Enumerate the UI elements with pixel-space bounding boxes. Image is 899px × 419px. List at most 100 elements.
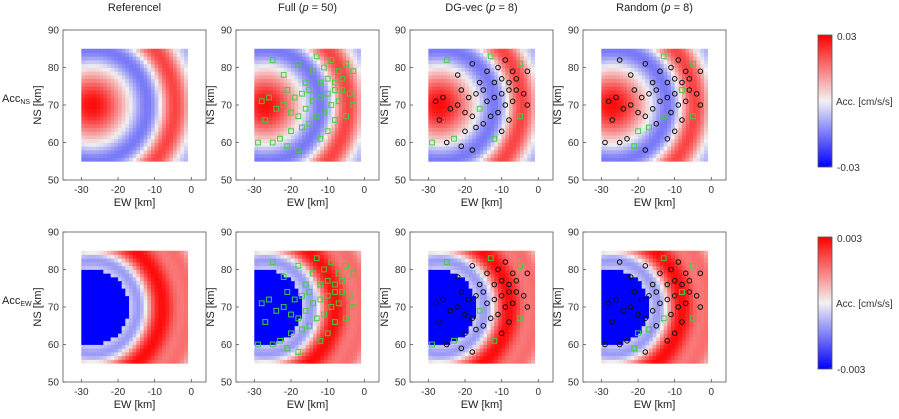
heatmap-cell — [125, 352, 130, 357]
heatmap-cell — [320, 56, 325, 61]
heatmap-cell — [107, 258, 112, 263]
heatmap-cell — [129, 303, 134, 308]
heatmap-cell — [140, 86, 145, 91]
heatmap-cell — [428, 112, 433, 117]
heatmap-cell — [461, 90, 466, 95]
heatmap-cell — [121, 348, 126, 353]
heatmap-cell — [143, 344, 148, 349]
heatmap-cell — [531, 146, 536, 151]
heatmap-cell — [674, 123, 679, 128]
heatmap-cell — [287, 310, 292, 315]
heatmap-cell — [162, 359, 167, 364]
heatmap-cell — [180, 127, 185, 132]
heatmap-cell — [428, 56, 433, 61]
heatmap-cell — [527, 135, 532, 140]
heatmap-cell — [327, 116, 332, 121]
heatmap-cell — [523, 93, 528, 98]
heatmap-cell — [443, 48, 448, 53]
selected-station-marker — [660, 113, 667, 120]
heatmap-cell — [129, 307, 134, 312]
heatmap-cell — [435, 150, 440, 155]
heatmap-cell — [81, 138, 86, 143]
x-axis-label: EW [km] — [114, 197, 156, 209]
heatmap-cell — [656, 127, 661, 132]
heatmap-cell — [173, 352, 178, 357]
heatmap-cell — [671, 138, 676, 143]
heatmap-cell — [316, 153, 321, 158]
heatmap-cell — [147, 67, 152, 72]
heatmap-cell — [88, 150, 93, 155]
heatmap-cell — [88, 71, 93, 76]
heatmap-cell — [287, 273, 292, 278]
heatmap-cell — [265, 344, 270, 349]
heatmap-cell — [601, 93, 606, 98]
heatmap-cell — [85, 135, 90, 140]
heatmap-cell — [265, 329, 270, 334]
selected-station-marker — [350, 102, 357, 108]
heatmap-cell — [428, 116, 433, 121]
heatmap-cell — [107, 277, 112, 282]
heatmap-cell — [457, 153, 462, 158]
heatmap-cell — [605, 112, 610, 117]
heatmap-cell — [280, 318, 285, 323]
heatmap-cell — [276, 344, 281, 349]
heatmap-cell — [272, 355, 277, 360]
station-marker — [502, 57, 509, 63]
heatmap-cell — [136, 340, 141, 345]
heatmap-cell — [103, 352, 108, 357]
heatmap-cell — [490, 120, 495, 125]
heatmap-cell — [88, 344, 93, 349]
heatmap-cell — [605, 86, 610, 91]
heatmap-cell — [630, 112, 635, 117]
heatmap-cell — [305, 131, 310, 136]
heatmap-cell — [608, 52, 613, 57]
heatmap-cell — [457, 78, 462, 83]
heatmap-cell — [291, 250, 296, 255]
heatmap-cell — [612, 142, 617, 147]
heatmap-cell — [265, 355, 270, 360]
heatmap-cell — [114, 93, 119, 98]
heatmap-cell — [121, 318, 126, 323]
x-tick-label: 0 — [362, 185, 368, 196]
heatmap-cell — [184, 75, 189, 80]
heatmap-cell — [92, 60, 97, 65]
heatmap-cell — [685, 131, 690, 136]
heatmap-cell — [357, 120, 362, 125]
heatmap-cell — [85, 329, 90, 334]
heatmap-cell — [99, 105, 104, 110]
heatmap-cell — [184, 250, 189, 255]
heatmap-cell — [96, 123, 101, 128]
heatmap-cell — [147, 56, 152, 61]
heatmap-cell — [501, 71, 506, 76]
heatmap-cell — [645, 82, 650, 87]
heatmap-cell — [114, 258, 119, 263]
heatmap-cell — [254, 318, 259, 323]
heatmap-cell — [85, 97, 90, 102]
heatmap-cell — [608, 157, 613, 162]
heatmap-cell — [154, 48, 159, 53]
heatmap-cell — [110, 292, 115, 297]
heatmap-cell — [103, 153, 108, 158]
heatmap-cell — [479, 71, 484, 76]
heatmap-cell — [147, 78, 152, 83]
heatmap-cell — [180, 86, 185, 91]
heatmap-cell — [81, 157, 86, 162]
heatmap-cell — [158, 340, 163, 345]
heatmap-cell — [276, 273, 281, 278]
heatmap-cell — [490, 105, 495, 110]
heatmap-cell — [81, 101, 86, 106]
heatmap-cell — [454, 93, 459, 98]
heatmap-cell — [663, 150, 668, 155]
heatmap-cell — [283, 153, 288, 158]
heatmap-cell — [641, 52, 646, 57]
selected-station-marker — [332, 79, 338, 86]
heatmap-cell — [487, 105, 492, 110]
heatmap-cell — [154, 131, 159, 136]
heatmap-cell — [169, 48, 174, 53]
heatmap-cell — [269, 284, 274, 289]
heatmap-cell — [121, 112, 126, 117]
heatmap-cell — [472, 157, 477, 162]
heatmap-cell — [110, 123, 115, 128]
heatmap-cell — [147, 108, 152, 113]
heatmap-cell — [616, 90, 621, 95]
